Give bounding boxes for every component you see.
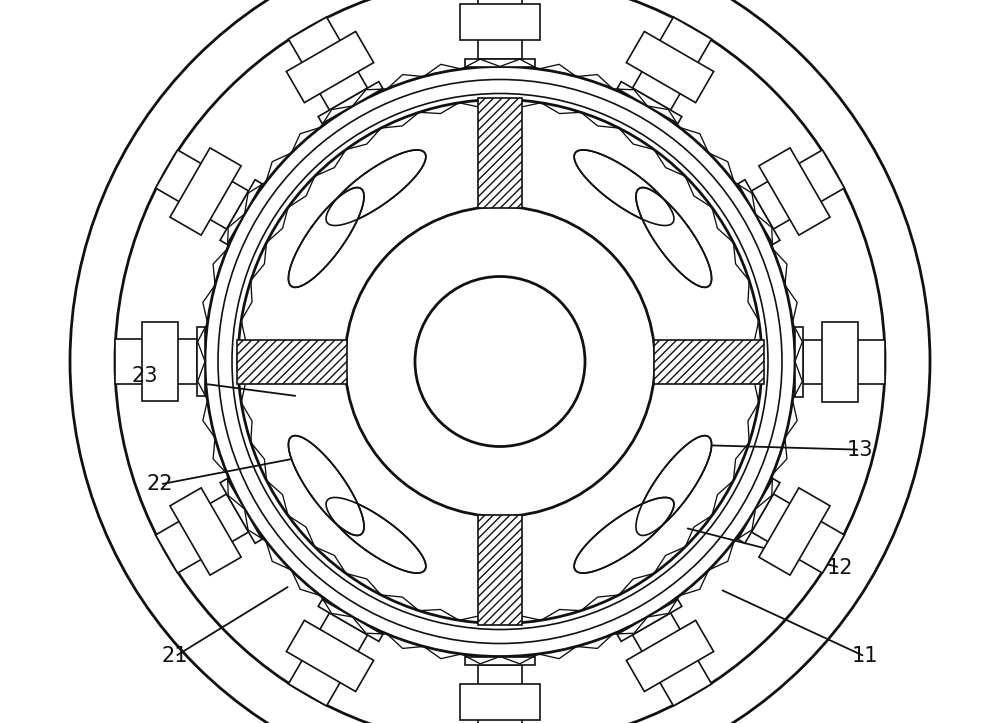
Polygon shape (465, 59, 535, 67)
Polygon shape (636, 187, 712, 287)
Polygon shape (326, 497, 426, 573)
Polygon shape (115, 340, 197, 383)
Polygon shape (318, 82, 383, 124)
Circle shape (238, 100, 762, 623)
Polygon shape (478, 664, 522, 723)
Polygon shape (795, 327, 803, 396)
Polygon shape (288, 436, 364, 536)
Polygon shape (626, 32, 714, 103)
Polygon shape (197, 327, 205, 396)
Polygon shape (738, 479, 780, 543)
Polygon shape (460, 683, 540, 719)
Polygon shape (326, 150, 426, 226)
Polygon shape (156, 150, 249, 229)
Polygon shape (574, 150, 674, 226)
Polygon shape (288, 17, 368, 110)
Polygon shape (632, 613, 712, 706)
Text: 11: 11 (852, 646, 878, 667)
Text: 23: 23 (132, 366, 158, 386)
Polygon shape (632, 17, 712, 110)
Circle shape (70, 0, 930, 723)
Text: 22: 22 (147, 474, 173, 495)
Polygon shape (170, 148, 241, 235)
Polygon shape (574, 497, 674, 573)
Polygon shape (759, 488, 830, 575)
Polygon shape (288, 187, 364, 287)
Circle shape (415, 276, 585, 447)
Polygon shape (617, 82, 682, 124)
Polygon shape (738, 180, 780, 244)
Polygon shape (465, 656, 535, 664)
Polygon shape (478, 0, 522, 59)
Polygon shape (626, 620, 714, 691)
Polygon shape (286, 32, 374, 103)
Polygon shape (751, 494, 844, 573)
Polygon shape (478, 515, 522, 625)
Polygon shape (220, 180, 262, 244)
Polygon shape (478, 98, 522, 208)
Polygon shape (636, 436, 712, 536)
Polygon shape (142, 322, 178, 401)
Polygon shape (156, 494, 249, 573)
Text: 12: 12 (827, 557, 853, 578)
Polygon shape (803, 340, 885, 383)
Polygon shape (220, 479, 262, 543)
Text: 13: 13 (847, 440, 873, 460)
Polygon shape (759, 148, 830, 235)
Polygon shape (286, 620, 374, 691)
Polygon shape (237, 340, 347, 383)
Polygon shape (751, 150, 844, 229)
Polygon shape (170, 488, 241, 575)
Polygon shape (318, 599, 383, 641)
Text: 21: 21 (162, 646, 188, 667)
Polygon shape (617, 599, 682, 641)
Polygon shape (460, 4, 540, 40)
Polygon shape (822, 322, 858, 401)
Polygon shape (654, 340, 764, 383)
Polygon shape (288, 613, 368, 706)
